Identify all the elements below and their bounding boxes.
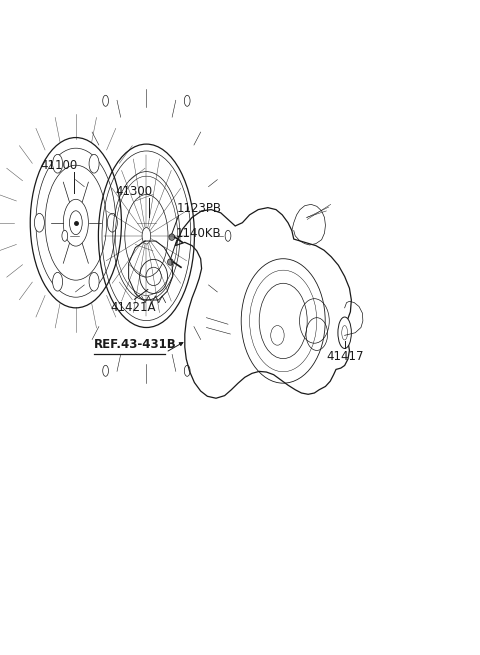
- Ellipse shape: [103, 95, 108, 106]
- Text: 1140KB: 1140KB: [175, 227, 221, 240]
- Ellipse shape: [53, 155, 62, 173]
- Text: REF.43-431B: REF.43-431B: [94, 338, 176, 351]
- Ellipse shape: [89, 272, 99, 291]
- Ellipse shape: [53, 272, 62, 291]
- Ellipse shape: [184, 365, 190, 377]
- Ellipse shape: [225, 231, 231, 241]
- Ellipse shape: [35, 214, 44, 232]
- Ellipse shape: [184, 95, 190, 106]
- Ellipse shape: [338, 317, 351, 348]
- Ellipse shape: [169, 234, 175, 240]
- Ellipse shape: [108, 214, 117, 232]
- Ellipse shape: [103, 365, 108, 377]
- Text: 1123PB: 1123PB: [177, 202, 222, 215]
- Ellipse shape: [89, 155, 99, 173]
- Text: 41100: 41100: [41, 159, 78, 172]
- Ellipse shape: [168, 259, 173, 265]
- Text: 41300: 41300: [115, 185, 152, 198]
- Text: 41417: 41417: [326, 350, 364, 363]
- Ellipse shape: [62, 231, 68, 241]
- Text: 41421A: 41421A: [110, 301, 156, 314]
